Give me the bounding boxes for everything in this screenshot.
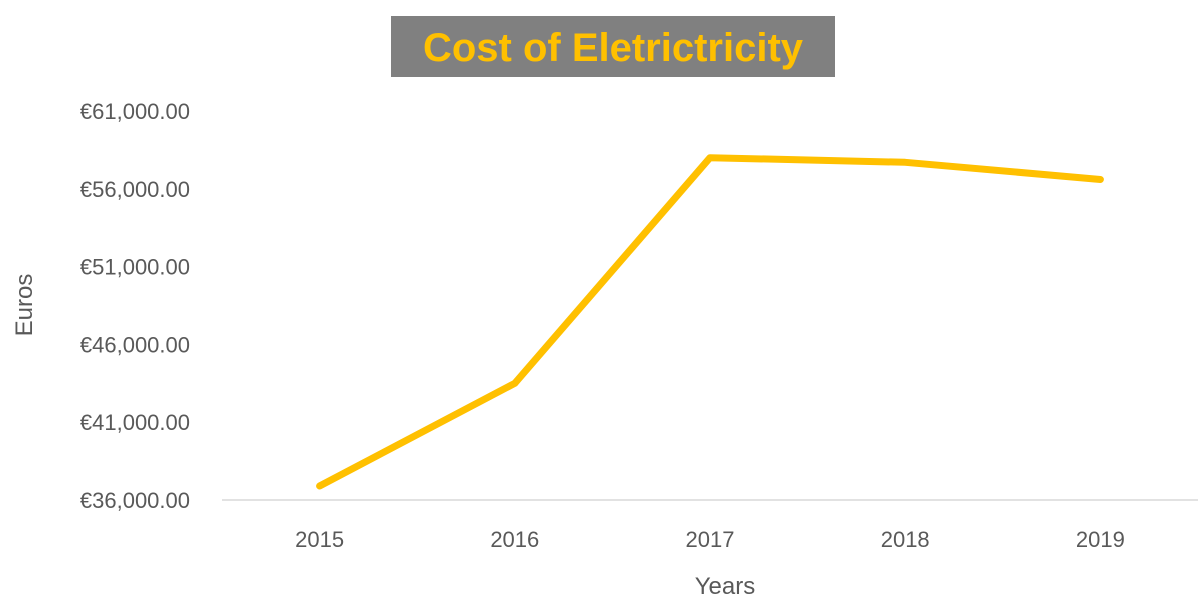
x-tick-label: 2016 [490, 527, 539, 552]
x-tick-label: 2017 [686, 527, 735, 552]
y-tick-label: €56,000.00 [80, 177, 190, 202]
y-axis-ticks: €36,000.00 €41,000.00 €46,000.00 €51,000.00… [80, 99, 190, 513]
y-tick-label: €51,000.00 [80, 255, 190, 280]
y-tick-label: €61,000.00 [80, 99, 190, 124]
y-tick-label: €36,000.00 [80, 488, 190, 513]
chart-title: Cost of Eletrictricity [423, 26, 804, 70]
x-tick-label: 2018 [881, 527, 930, 552]
x-axis-ticks: 2015 2016 2017 2018 2019 [295, 527, 1125, 552]
series-layer [316, 154, 1104, 490]
x-axis-title: Years [695, 573, 756, 600]
x-tick-label: 2015 [295, 527, 344, 552]
chart-title-background [391, 16, 835, 77]
y-axis-title: Euros [11, 274, 38, 337]
y-tick-label: €46,000.00 [80, 332, 190, 357]
y-tick-label: €41,000.00 [80, 410, 190, 435]
series-line [316, 154, 1104, 490]
x-tick-label: 2019 [1076, 527, 1125, 552]
